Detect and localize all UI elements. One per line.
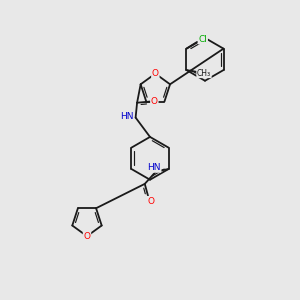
Text: Cl: Cl bbox=[198, 34, 207, 43]
Text: CH₃: CH₃ bbox=[197, 68, 211, 77]
Text: O: O bbox=[152, 69, 159, 78]
Text: HN: HN bbox=[120, 112, 134, 121]
Text: O: O bbox=[147, 196, 154, 206]
Text: O: O bbox=[151, 97, 158, 106]
Text: O: O bbox=[83, 232, 91, 241]
Text: HN: HN bbox=[147, 163, 161, 172]
